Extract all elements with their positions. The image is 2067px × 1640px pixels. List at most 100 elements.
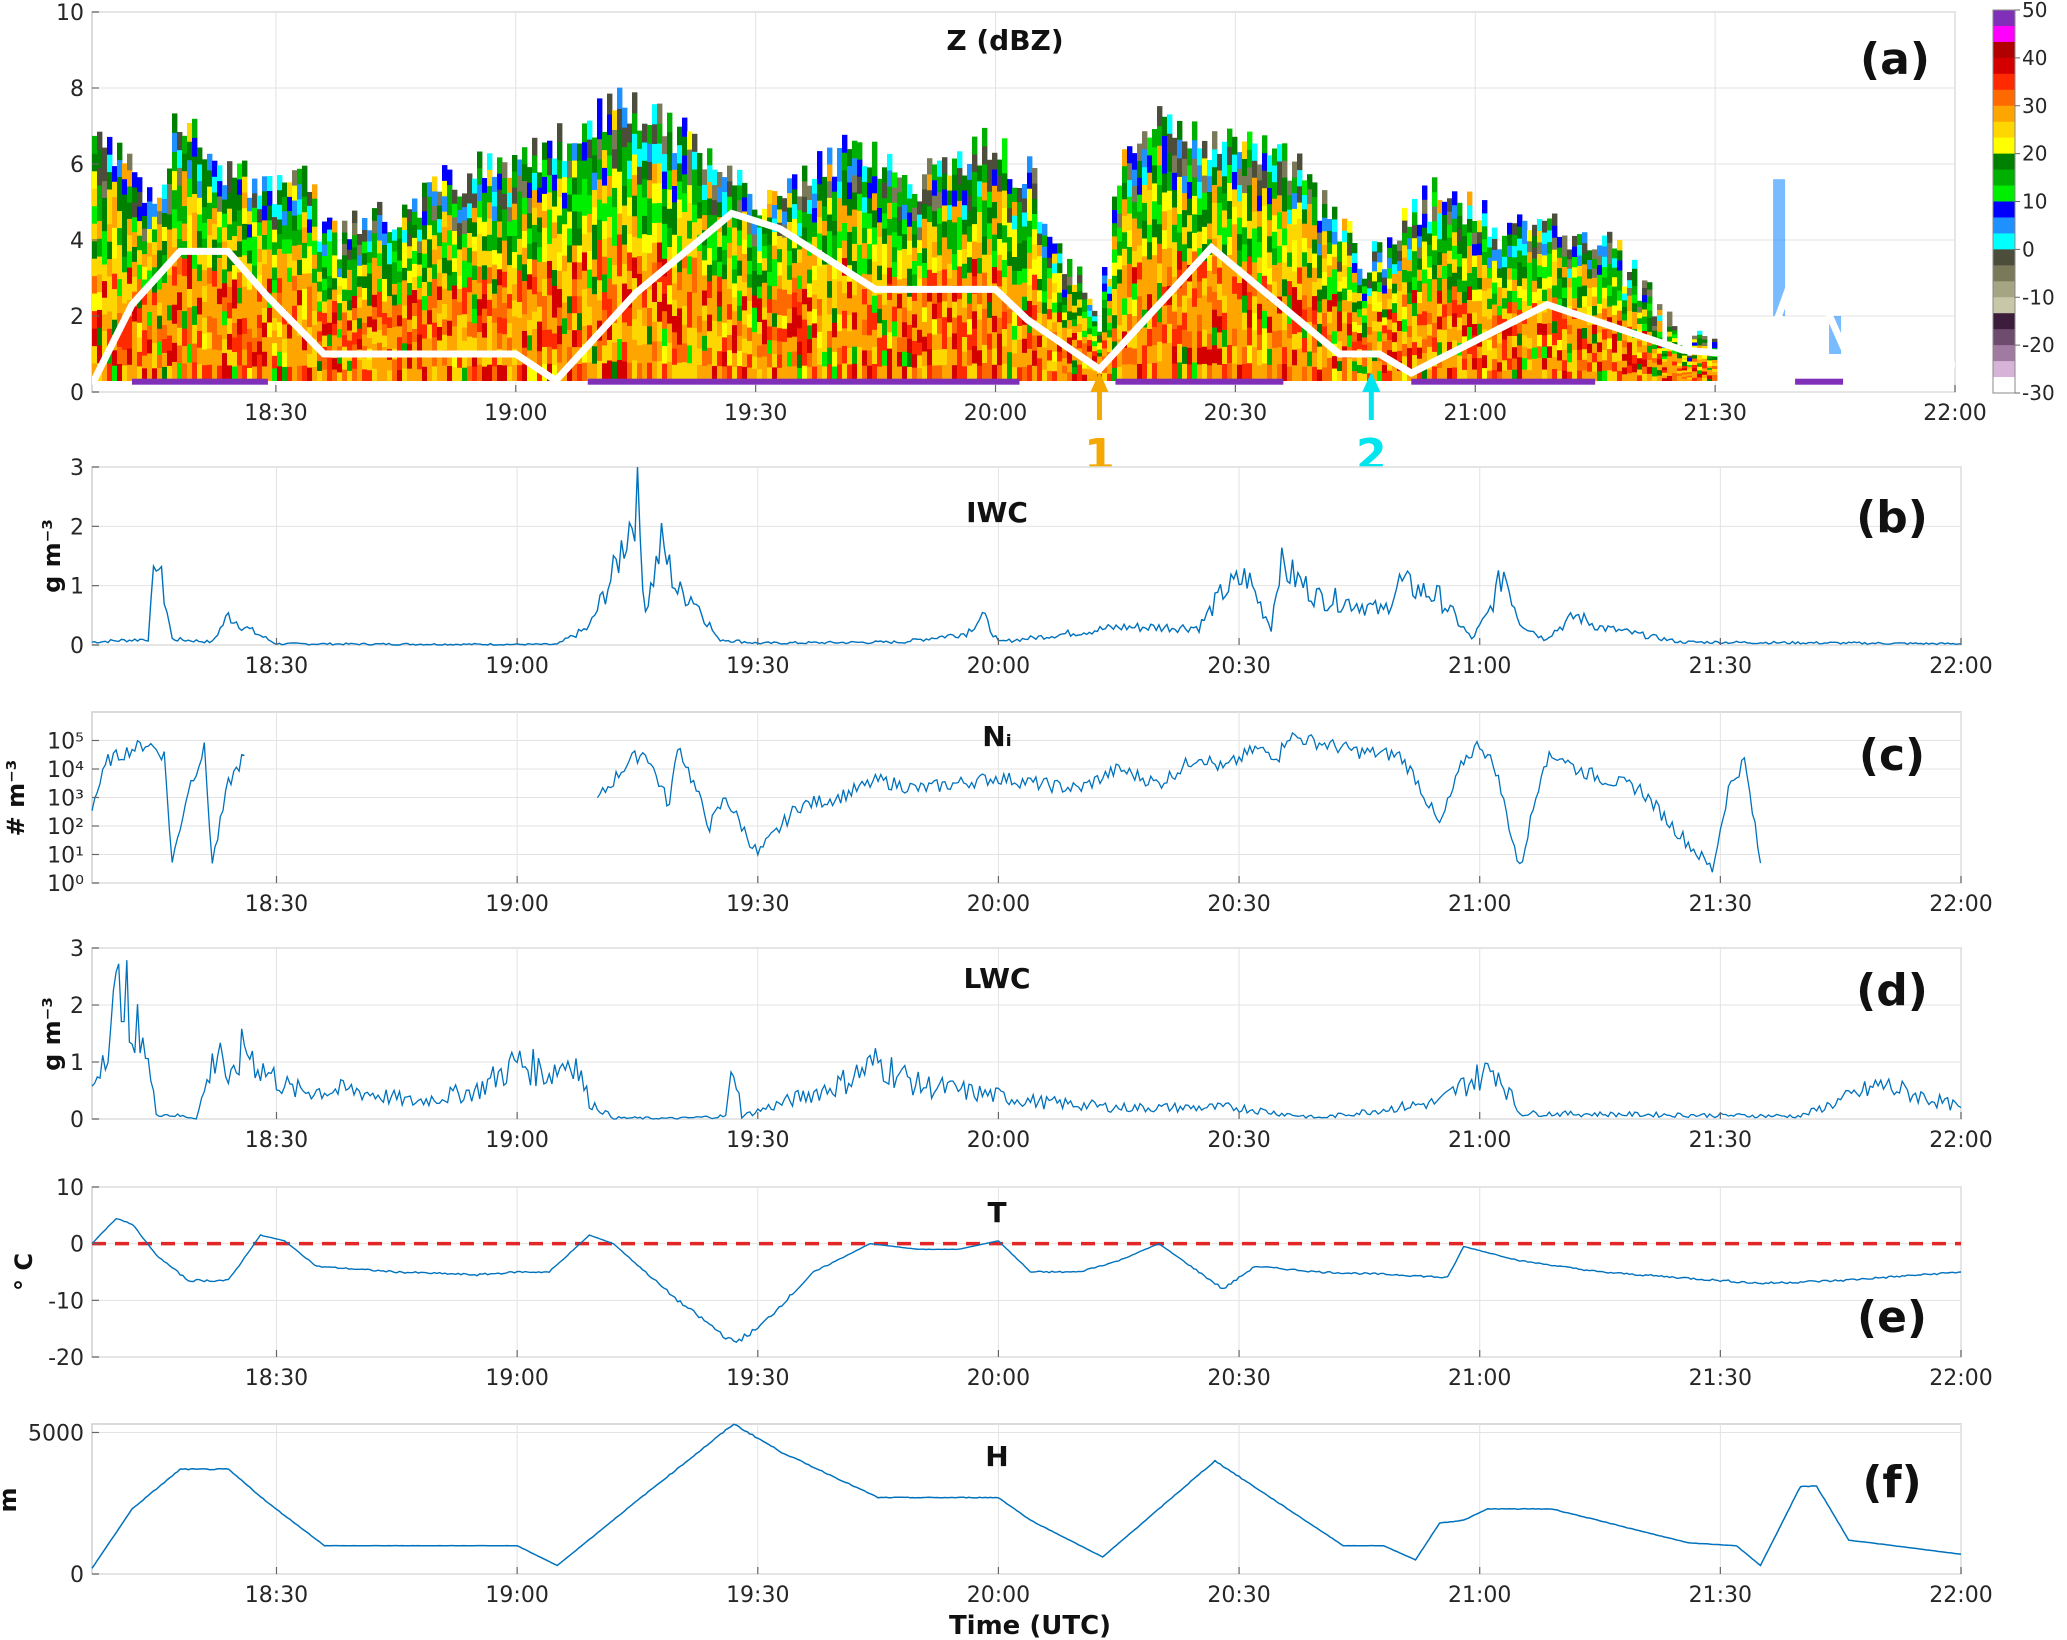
x-tick-label: 22:00 — [1929, 654, 1992, 679]
reflectivity-cell — [227, 349, 233, 366]
reflectivity-cell — [1397, 240, 1403, 251]
reflectivity-cell — [1417, 302, 1423, 315]
reflectivity-cell — [387, 306, 393, 318]
reflectivity-cell — [717, 172, 723, 188]
reflectivity-cell — [412, 250, 418, 264]
reflectivity-cell — [222, 296, 228, 312]
reflectivity-cell — [1662, 347, 1668, 351]
reflectivity-cell — [542, 261, 548, 279]
reflectivity-cell — [567, 143, 573, 161]
reflectivity-cell — [407, 282, 413, 296]
reflectivity-cell — [342, 334, 348, 347]
reflectivity-cell — [1487, 349, 1493, 361]
reflectivity-cell — [1432, 264, 1438, 280]
reflectivity-cell — [1617, 240, 1623, 251]
reflectivity-cell — [707, 264, 713, 282]
reflectivity-cell — [1222, 295, 1228, 313]
reflectivity-cell — [1347, 255, 1353, 267]
reflectivity-cell — [347, 259, 353, 270]
reflectivity-cell — [877, 294, 883, 309]
reflectivity-cell — [462, 206, 468, 221]
reflectivity-cell — [1552, 309, 1558, 322]
reflectivity-cell — [567, 262, 573, 280]
reflectivity-cell — [642, 178, 648, 198]
reflectivity-cell — [412, 302, 418, 316]
reflectivity-cell — [1307, 277, 1313, 293]
reflectivity-cell — [1472, 255, 1478, 267]
reflectivity-cell — [1652, 366, 1658, 372]
reflectivity-cell — [762, 356, 768, 369]
reflectivity-cell — [167, 274, 173, 291]
reflectivity-cell — [527, 365, 533, 381]
reflectivity-cell — [652, 202, 658, 223]
reflectivity-cell — [1212, 362, 1218, 381]
reflectivity-cell — [1087, 345, 1093, 352]
reflectivity-cell — [177, 362, 183, 381]
reflectivity-cell — [1262, 345, 1268, 364]
reflectivity-cell — [992, 185, 998, 202]
reflectivity-cell — [1062, 296, 1068, 305]
y-tick-label: 10² — [47, 815, 84, 840]
reflectivity-cell — [1652, 325, 1658, 331]
reflectivity-cell — [417, 299, 423, 312]
reflectivity-cell — [352, 222, 358, 236]
reflectivity-cell — [1467, 272, 1473, 287]
reflectivity-cell — [1442, 316, 1448, 330]
colorbar-swatch — [1993, 185, 2015, 202]
reflectivity-cell — [1432, 366, 1438, 381]
reflectivity-cell — [1702, 358, 1708, 362]
reflectivity-cell — [1112, 196, 1118, 211]
reflectivity-cell — [377, 227, 383, 241]
reflectivity-cell — [287, 253, 293, 268]
reflectivity-cell — [1237, 331, 1243, 349]
reflectivity-cell — [1527, 241, 1533, 253]
reflectivity-cell — [507, 337, 513, 352]
reflectivity-cell — [1617, 300, 1623, 311]
reflectivity-cell — [432, 307, 438, 323]
reflectivity-cell — [1412, 302, 1418, 317]
reflectivity-cell — [1357, 308, 1363, 318]
reflectivity-cell — [1332, 318, 1338, 332]
reflectivity-cell — [1577, 370, 1583, 381]
reflectivity-cell — [1082, 299, 1088, 306]
y-tick-label: 0 — [70, 634, 84, 659]
reflectivity-cell — [1327, 334, 1333, 347]
reflectivity-cell — [1622, 320, 1628, 328]
reflectivity-cell — [1562, 256, 1568, 267]
reflectivity-cell — [817, 167, 823, 185]
reflectivity-cell — [1387, 339, 1393, 351]
reflectivity-cell — [552, 190, 558, 207]
reflectivity-cell — [1482, 264, 1488, 278]
temperature-series — [91, 1217, 1962, 1344]
reflectivity-cell — [1232, 328, 1238, 347]
reflectivity-cell — [822, 351, 828, 367]
reflectivity-cell — [537, 291, 543, 307]
reflectivity-cell — [677, 126, 683, 146]
reflectivity-cell — [1652, 348, 1658, 354]
reflectivity-cell — [397, 358, 403, 371]
reflectivity-cell — [452, 203, 458, 218]
reflectivity-cell — [482, 235, 488, 251]
reflectivity-cell — [387, 338, 393, 350]
reflectivity-cell — [342, 255, 348, 267]
reflectivity-cell — [1197, 198, 1203, 215]
reflectivity-cell — [1427, 278, 1433, 291]
reflectivity-cell — [1367, 288, 1373, 297]
reflectivity-cell — [1127, 196, 1133, 214]
reflectivity-cell — [1287, 195, 1293, 210]
reflectivity-cell — [1687, 364, 1693, 367]
reflectivity-cell — [1197, 281, 1203, 298]
reflectivity-cell — [1127, 296, 1133, 314]
reflectivity-cell — [777, 288, 783, 302]
reflectivity-cell — [1027, 300, 1033, 317]
reflectivity-cell — [562, 208, 568, 225]
reflectivity-cell — [812, 222, 818, 237]
reflectivity-cell — [857, 176, 863, 194]
reflectivity-cell — [477, 364, 483, 381]
reflectivity-cell — [747, 340, 753, 355]
reflectivity-cell — [767, 189, 773, 204]
reflectivity-cell — [1302, 266, 1308, 281]
reflectivity-cell — [562, 192, 568, 209]
reflectivity-cell — [1342, 322, 1348, 335]
reflectivity-cell — [1162, 154, 1168, 174]
